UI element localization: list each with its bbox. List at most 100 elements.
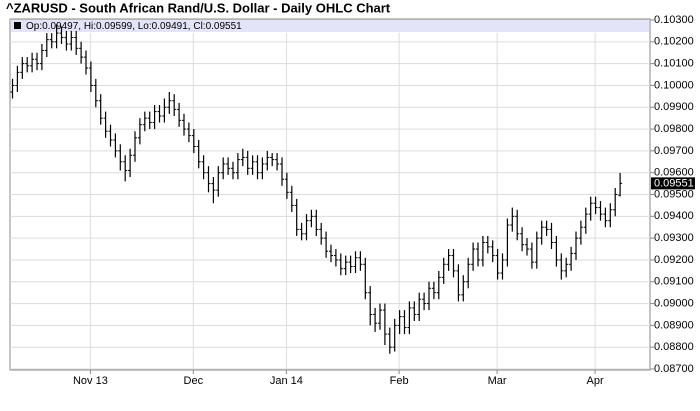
ohlc-bar <box>69 30 74 51</box>
y-tick-label: 0.09800 <box>654 123 694 135</box>
ohlc-bar <box>142 111 147 132</box>
ohlc-bar <box>510 207 515 232</box>
ohlc-bar <box>539 220 544 245</box>
ohlc-bar <box>162 98 167 123</box>
ohlc-bar <box>485 235 490 254</box>
ohlc-bar <box>378 303 382 330</box>
ohlc-bar <box>177 102 182 127</box>
ohlc-bar <box>412 301 417 322</box>
ohlc-bar <box>235 153 240 180</box>
ohlc-bar <box>500 253 505 280</box>
ohlc-bar <box>64 30 69 51</box>
ohlc-bar <box>324 231 329 258</box>
x-tick-label: Nov 13 <box>73 375 108 387</box>
ohlc-bar <box>490 240 495 263</box>
y-tick-label: 0.09100 <box>654 276 694 288</box>
ohlc-bar <box>534 231 539 269</box>
legend-swatch <box>14 22 21 29</box>
ohlc-bar <box>427 281 431 311</box>
last-value-label: 0.09551 <box>654 177 694 189</box>
ohlc-bar <box>436 270 441 300</box>
ohlc-bar <box>54 24 59 49</box>
ohlc-bar <box>201 155 206 180</box>
ohlc-bar <box>348 255 353 274</box>
ohlc-bar <box>84 50 88 75</box>
ohlc-bar <box>618 172 623 197</box>
ohlc-bar <box>196 139 201 169</box>
ohlc-bar <box>598 201 603 221</box>
ohlc-bar <box>417 292 422 322</box>
y-tick-label: 0.09000 <box>654 297 694 309</box>
ohlc-bar <box>529 242 534 269</box>
ohlc-bar <box>441 257 446 284</box>
ohlc-bar <box>255 155 260 180</box>
ohlc-bar <box>578 220 583 245</box>
ohlc-bar <box>480 235 485 267</box>
y-tick-label: 0.10100 <box>654 58 694 70</box>
ohlc-bar <box>221 157 226 180</box>
ohlc-bar <box>309 209 314 228</box>
ohlc-bar <box>559 253 564 280</box>
ohlc-bar <box>289 185 294 212</box>
y-tick-label: 0.08900 <box>654 319 694 331</box>
ohlc-bar <box>191 129 196 154</box>
ohlc-bar <box>182 113 186 136</box>
ohlc-bar <box>250 155 255 175</box>
ohlc-bar <box>505 218 510 267</box>
ohlc-bar <box>554 235 559 267</box>
ohlc-bar <box>147 111 152 130</box>
ohlc-bar <box>59 26 64 44</box>
y-tick-label: 0.10300 <box>654 14 694 26</box>
x-tick-label: Dec <box>184 375 204 387</box>
ohlc-bar <box>471 242 476 271</box>
chart-title: ^ZARUSD - South African Rand/U.S. Dollar… <box>6 0 391 15</box>
y-tick-label: 0.09400 <box>654 210 694 222</box>
y-tick-label: 0.08700 <box>654 363 694 375</box>
ohlc-bar <box>172 94 177 116</box>
ohlc-bar <box>525 238 529 256</box>
ohlc-bar <box>152 105 157 130</box>
x-tick-label: Mar <box>488 375 507 387</box>
ohlc-bar <box>113 133 118 158</box>
ohlc-bar <box>333 249 338 267</box>
y-tick-label: 0.09700 <box>654 145 694 157</box>
ohlc-bar <box>299 222 304 241</box>
ohlc-bar <box>35 52 39 71</box>
ohlc-bar <box>98 94 103 125</box>
ohlc-bar <box>280 157 284 186</box>
ohlc-bar <box>402 310 407 335</box>
ohlc-bar <box>515 209 520 241</box>
ohlc-bar <box>39 43 44 71</box>
legend-band <box>11 20 649 32</box>
ohlc-bar <box>387 327 392 354</box>
ohlc-bar <box>123 155 128 182</box>
ohlc-bar <box>108 124 113 147</box>
ohlc-bar <box>15 65 20 92</box>
ohlc-bar <box>30 52 35 73</box>
ohlc-bar <box>240 148 245 167</box>
ohlc-bar <box>353 251 358 274</box>
y-tick-label: 0.08800 <box>654 341 694 353</box>
ohlc-bar <box>456 264 461 302</box>
x-tick-label: Feb <box>390 375 409 387</box>
ohlc-bar <box>588 196 593 221</box>
ohlc-bar <box>128 148 133 178</box>
ohlc-bar <box>49 33 54 49</box>
ohlc-bar <box>422 292 427 311</box>
ohlc-bar <box>613 187 618 217</box>
ohlc-bar <box>270 153 275 167</box>
ohlc-bar <box>574 231 578 260</box>
ohlc-bar <box>294 198 299 236</box>
ohlc-bar <box>392 318 397 352</box>
ohlc-bar <box>79 41 84 64</box>
ohlc-bar <box>20 57 25 79</box>
ohlc-bar <box>88 61 93 92</box>
ohlc-bar <box>520 227 525 252</box>
ohlc-bar <box>446 249 451 271</box>
ohlc-bar <box>544 220 549 236</box>
ohlc-bar <box>275 153 280 171</box>
ohlc-bar <box>265 150 270 171</box>
ohlc-bar <box>451 249 456 278</box>
ohlc-bar <box>343 255 348 276</box>
